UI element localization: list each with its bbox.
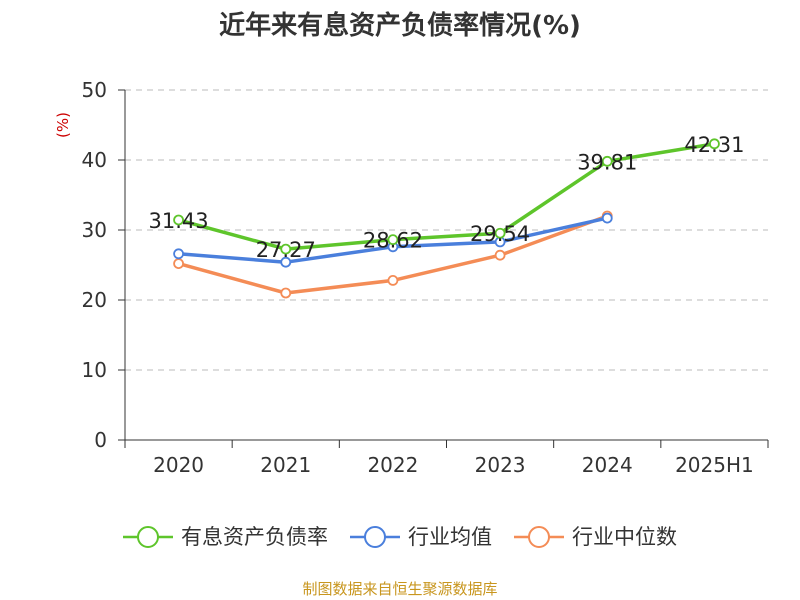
- data-label: 39.81: [577, 150, 637, 174]
- y-tick-label: 40: [82, 148, 107, 172]
- legend-label: 行业中位数: [572, 525, 677, 549]
- y-tick-label: 30: [82, 218, 107, 242]
- y-tick-label: 50: [82, 78, 107, 102]
- data-point: [494, 227, 506, 239]
- series-line: [176, 142, 717, 251]
- data-point: [494, 249, 506, 261]
- data-point: [387, 234, 399, 246]
- legend-marker: [528, 526, 550, 548]
- legend-marker: [364, 526, 386, 548]
- legend-label: 行业均值: [408, 525, 492, 549]
- data-label: 42.31: [684, 133, 744, 157]
- y-tick-label: 10: [82, 358, 107, 382]
- source-note: 制图数据来自恒生聚源数据库: [302, 580, 498, 598]
- y-tick-label: 0: [94, 428, 107, 452]
- data-point: [601, 212, 613, 224]
- y-axis-label: (%): [54, 112, 72, 138]
- data-label: 27.27: [256, 238, 316, 262]
- data-label: 29.54: [470, 222, 530, 246]
- data-point: [709, 138, 720, 150]
- x-tick-label: 2024: [582, 453, 633, 477]
- data-point: [387, 274, 399, 286]
- legend-label: 有息资产负债率: [181, 525, 328, 549]
- x-tick-label: 2020: [153, 453, 204, 477]
- data-point: [280, 287, 292, 299]
- data-point: [173, 258, 184, 270]
- data-point: [601, 155, 613, 167]
- legend-marker: [137, 526, 159, 548]
- data-point: [173, 248, 184, 260]
- data-label: 31.43: [149, 209, 209, 233]
- data-point: [280, 243, 292, 255]
- chart-title: 近年来有息资产负债率情况(%): [219, 11, 581, 41]
- x-tick-label: 2021: [260, 453, 311, 477]
- x-tick-label: 2023: [475, 453, 526, 477]
- x-tick-label: 2022: [367, 453, 418, 477]
- data-label: 28.62: [363, 229, 423, 253]
- data-point: [173, 214, 184, 226]
- data-point: [280, 256, 292, 268]
- x-tick-label: 2025H1: [675, 453, 754, 477]
- y-tick-label: 20: [82, 288, 107, 312]
